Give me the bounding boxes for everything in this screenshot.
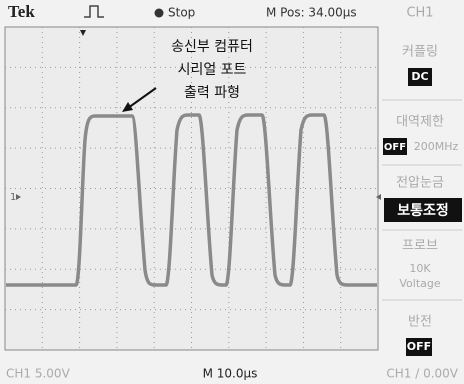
brand: Tek [8,2,35,21]
trigger-setting: CH1 / 0.00V [386,367,458,381]
oscilloscope-screen: Tek Stop M Pos: 34.00μs CH1 1 송신부 컴퓨터 시리… [0,0,464,384]
channel: CH1 [406,6,433,21]
menu-label: 대역제한 [396,115,444,130]
menu-value: 보통조정 [397,202,449,219]
menu-value: OFF [384,142,406,153]
channel-marker: 1 [10,192,16,203]
annotation-line: 시리얼 포트 [178,62,247,78]
menu-extra: 200MHz [414,140,459,153]
page: Tek Stop M Pos: 34.00μs CH1 1 송신부 컴퓨터 시리… [0,0,464,384]
menu-line: 10K [409,262,431,275]
status-dot [155,9,164,18]
menu-label: 프로브 [402,239,438,254]
annotation-line: 송신부 컴퓨터 [171,39,253,55]
menu-line: Voltage [399,277,440,290]
menu-value: DC [411,70,428,83]
menu-label: 커플링 [402,45,438,60]
time-scale: M 10.0μs [203,367,258,381]
position: M Pos: 34.00μs [266,6,357,20]
annotation-line: 출력 파형 [184,85,240,101]
channel-scale: CH1 5.00V [6,367,71,381]
menu-label: 반전 [408,315,432,330]
menu-value: OFF [407,340,431,353]
status: Stop [168,6,195,20]
menu-label: 전압눈금 [396,176,444,191]
